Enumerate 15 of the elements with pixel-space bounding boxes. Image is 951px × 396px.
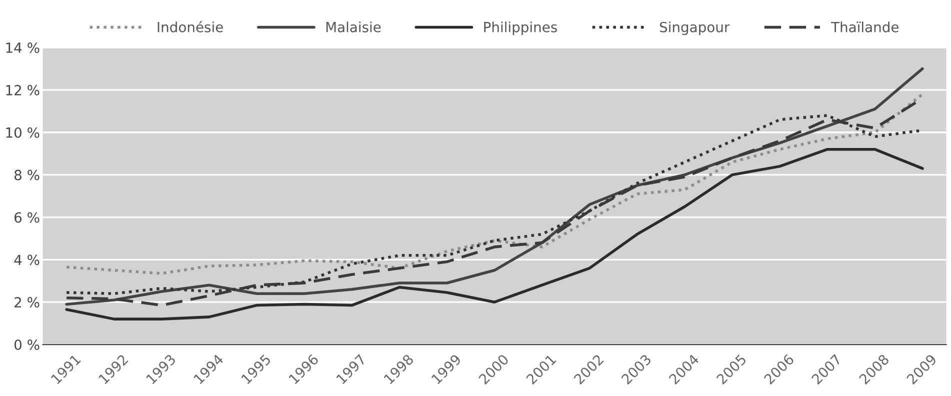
legend-label: Philippines (484, 22, 557, 36)
legend-label: Singapour (660, 22, 730, 36)
y-tick-label: 8 % (14, 170, 40, 180)
y-tick-label: 14 % (6, 42, 40, 53)
y-tick-label: 6 % (14, 212, 40, 223)
legend-label: Malaisie (326, 22, 381, 32)
legend-label: Indonésie (158, 21, 223, 32)
y-tick-label: 2 % (14, 297, 40, 308)
line-series (65, 148, 924, 320)
y-tick-label: 10 % (6, 127, 40, 138)
y-tick-label: 4 % (14, 254, 40, 266)
legend-label: Thaïlande (831, 22, 898, 32)
y-tick-label: 0 % (14, 339, 40, 350)
y-tick-label: 12 % (6, 84, 40, 96)
line-series (65, 92, 924, 275)
